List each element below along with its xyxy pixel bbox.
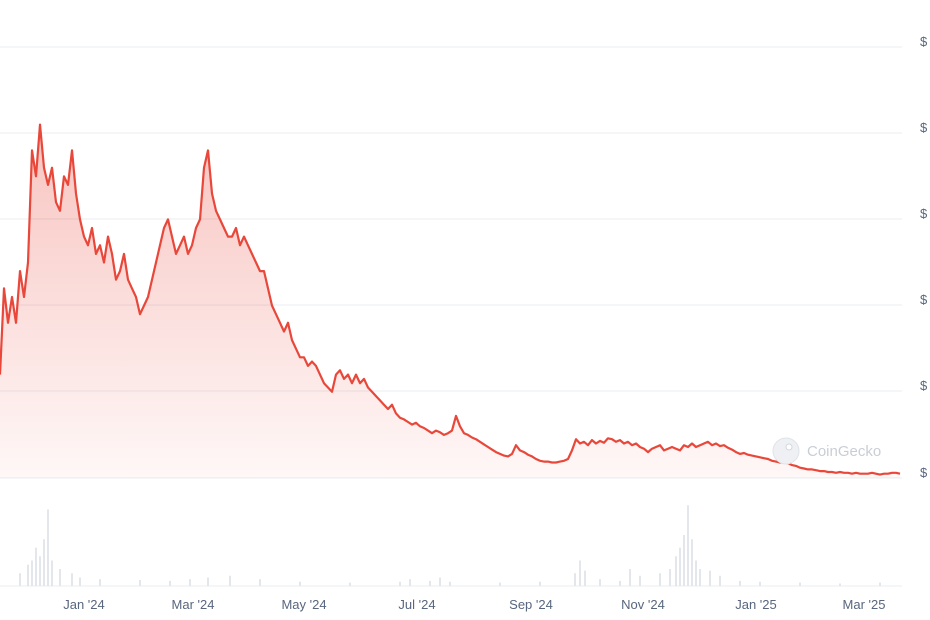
- volume-bar: [139, 580, 141, 586]
- volume-bar: [719, 575, 721, 586]
- price-line: [0, 123, 901, 476]
- coingecko-watermark: CoinGecko: [772, 437, 881, 465]
- volume-bar: [259, 579, 261, 586]
- volume-bar: [299, 581, 301, 586]
- volume-bar: [799, 582, 801, 586]
- volume-bar: [619, 580, 621, 586]
- volume-bar: [499, 582, 501, 586]
- volume-bar: [189, 579, 191, 586]
- x-axis-labels: Jan '24 Mar '24 May '24 Jul '24 Sep '24 Nov '…: [63, 597, 885, 612]
- y-tick-label: $: [920, 465, 928, 480]
- volume-bar: [584, 570, 586, 586]
- volume-bar: [51, 560, 53, 586]
- volume-bar: [27, 564, 29, 586]
- y-tick-label: $: [920, 292, 928, 307]
- volume-bar: [47, 509, 49, 586]
- volume-bar: [599, 579, 601, 586]
- volume-bar: [879, 582, 881, 586]
- volume-bar: [43, 539, 45, 586]
- y-tick-label: $: [920, 34, 928, 49]
- y-tick-label: $: [920, 378, 928, 393]
- volume-bar: [99, 579, 101, 586]
- volume-bar: [229, 575, 231, 586]
- volume-bar: [429, 580, 431, 586]
- volume-bar: [349, 582, 351, 586]
- coingecko-logo-icon: [772, 437, 800, 465]
- volume-bar: [71, 573, 73, 586]
- volume-bar: [669, 569, 671, 586]
- volume-bar: [409, 579, 411, 586]
- volume-bar: [709, 570, 711, 586]
- price-area: [0, 124, 900, 478]
- volume-bar: [207, 577, 209, 586]
- x-tick-label: Jan '24: [63, 597, 105, 612]
- y-axis-labels: $ $ $ $ $ $: [920, 34, 928, 480]
- volume-bar: [19, 573, 21, 586]
- x-tick-label: May '24: [281, 597, 326, 612]
- volume-bar: [759, 581, 761, 586]
- volume-bar: [839, 583, 841, 586]
- y-tick-label: $: [920, 120, 928, 135]
- volume-bar: [31, 560, 33, 586]
- x-tick-label: Jan '25: [735, 597, 777, 612]
- x-tick-label: Sep '24: [509, 597, 553, 612]
- volume-bar: [539, 581, 541, 586]
- volume-bar: [79, 577, 81, 586]
- volume-bar: [683, 535, 685, 586]
- volume-bar: [691, 539, 693, 586]
- volume-bar: [679, 547, 681, 586]
- x-tick-label: Mar '24: [172, 597, 215, 612]
- volume-bar: [169, 580, 171, 586]
- volume-bar: [579, 560, 581, 586]
- watermark-text: CoinGecko: [807, 443, 881, 460]
- volume-bar: [699, 569, 701, 586]
- volume-bar: [35, 547, 37, 586]
- volume-bar: [639, 575, 641, 586]
- y-tick-label: $: [920, 206, 928, 221]
- volume-bar: [659, 573, 661, 586]
- volume-bars: [19, 505, 881, 586]
- volume-bar: [629, 569, 631, 586]
- x-tick-label: Jul '24: [398, 597, 435, 612]
- volume-bar: [439, 577, 441, 586]
- volume-bar: [399, 581, 401, 586]
- volume-bar: [449, 581, 451, 586]
- volume-bar: [695, 560, 697, 586]
- x-tick-label: Nov '24: [621, 597, 665, 612]
- volume-bar: [574, 573, 576, 586]
- volume-bar: [687, 505, 689, 586]
- coingecko-logo-eye: [785, 443, 793, 451]
- volume-bar: [59, 569, 61, 586]
- volume-bar: [675, 556, 677, 586]
- volume-bar: [39, 556, 41, 586]
- volume-bar: [739, 580, 741, 586]
- x-tick-label: Mar '25: [843, 597, 886, 612]
